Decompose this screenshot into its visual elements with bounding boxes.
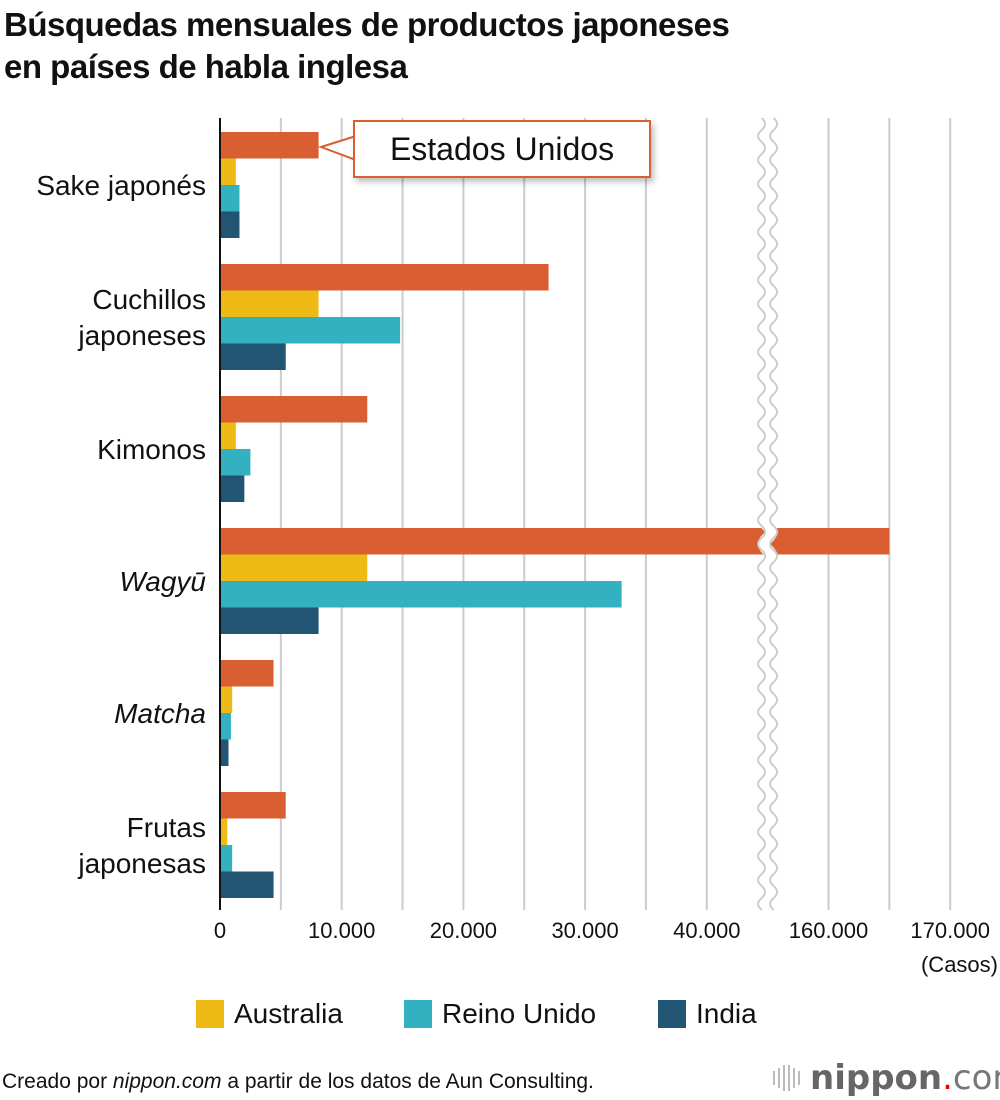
bar-australia <box>220 422 236 449</box>
legend-swatch <box>196 1000 224 1028</box>
title-line-2: en países de habla inglesa <box>4 48 408 85</box>
chart-title: Búsquedas mensuales de productos japones… <box>4 4 730 88</box>
source-note: Creado por nippon.com a partir de los da… <box>2 1070 594 1094</box>
logo-mark-icon <box>773 1065 800 1091</box>
bar-australia <box>220 818 228 845</box>
legend-label: India <box>696 998 757 1029</box>
bar-india <box>220 607 319 634</box>
x-axis-unit: (Casos) <box>921 952 998 977</box>
bar-estados-unidos <box>220 660 274 687</box>
source-site: nippon.com <box>112 1070 222 1093</box>
bar-reino-unido <box>220 185 240 212</box>
bar-reino-unido <box>220 449 251 476</box>
x-tick-label: 160.000 <box>789 918 869 943</box>
x-tick-label: 0 <box>214 918 226 943</box>
bar-australia <box>220 554 368 581</box>
bar-reino-unido <box>220 317 401 344</box>
source-prefix: Creado por <box>2 1070 113 1093</box>
legend-item-india: India <box>658 998 757 1030</box>
legend-swatch <box>404 1000 432 1028</box>
category-label: japonesas <box>77 848 206 879</box>
bar-estados-unidos <box>220 264 549 291</box>
bar-estados-unidos <box>220 396 368 423</box>
bar-india <box>220 871 274 898</box>
axis-break-edge <box>769 117 779 911</box>
axis-break-edge <box>757 117 767 911</box>
title-line-1: Búsquedas mensuales de productos japones… <box>4 6 730 43</box>
bar-india <box>220 475 245 502</box>
x-tick-label: 10.000 <box>308 918 375 943</box>
bar-estados-unidos <box>220 792 286 819</box>
source-suffix: a partir de los datos de Aun Consulting. <box>221 1070 594 1093</box>
bar-chart: Sake japonés Cuchillos japoneses Kimonos Wag… <box>36 113 998 977</box>
bar-australia <box>220 158 236 185</box>
bar-reino-unido <box>220 713 231 740</box>
legend-label: Australia <box>234 998 343 1029</box>
legend-item-reino-unido: Reino Unido <box>404 998 596 1030</box>
annotation-pointer <box>317 134 357 162</box>
category-label: japoneses <box>77 320 206 351</box>
legend-swatch <box>658 1000 686 1028</box>
category-label: Sake japonés <box>36 170 206 201</box>
bar-india <box>220 211 240 238</box>
x-tick-label: 30.000 <box>551 918 618 943</box>
logo-name: nippon <box>810 1058 943 1098</box>
bar-estados-unidos <box>220 528 890 555</box>
legend-item-australia: Australia <box>196 998 343 1030</box>
bar-estados-unidos <box>220 132 319 159</box>
bar-india <box>220 739 229 766</box>
x-tick-label: 170.000 <box>910 918 990 943</box>
logo-tld: com <box>952 1058 1000 1098</box>
x-tick-label: 40.000 <box>673 918 740 943</box>
bar-india <box>220 343 286 370</box>
logo-dot: . <box>942 1058 953 1098</box>
axis-break <box>758 113 778 915</box>
x-tick-label: 20.000 <box>430 918 497 943</box>
bar-reino-unido <box>220 581 622 608</box>
annotation-estados-unidos: Estados Unidos <box>353 120 651 178</box>
legend-label: Reino Unido <box>442 998 597 1029</box>
bar-australia <box>220 290 319 317</box>
category-label: Frutas <box>127 812 206 843</box>
category-label: Wagyū <box>119 566 206 597</box>
category-label: Matcha <box>114 698 206 729</box>
nippon-logo: nippon.com <box>773 1058 1000 1098</box>
bar-reino-unido <box>220 845 233 872</box>
bar-australia <box>220 686 233 713</box>
category-label: Cuchillos <box>92 284 206 315</box>
category-label: Kimonos <box>97 434 206 465</box>
